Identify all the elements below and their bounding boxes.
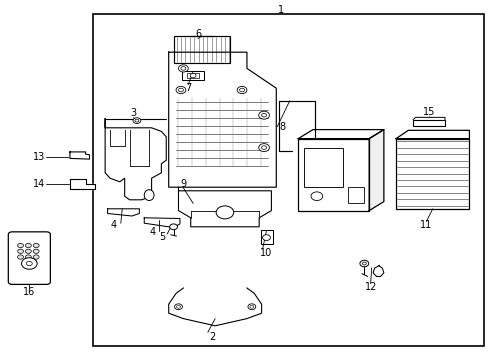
Bar bbox=[93, 14, 483, 346]
Text: 1: 1 bbox=[278, 5, 284, 15]
Circle shape bbox=[18, 243, 23, 248]
Circle shape bbox=[359, 260, 368, 267]
Circle shape bbox=[178, 88, 183, 92]
Bar bbox=[298, 139, 368, 211]
Bar bbox=[187, 73, 199, 78]
Circle shape bbox=[310, 192, 322, 201]
Circle shape bbox=[261, 146, 266, 149]
Circle shape bbox=[178, 65, 188, 72]
Circle shape bbox=[18, 249, 23, 253]
Text: 13: 13 bbox=[33, 152, 45, 162]
Circle shape bbox=[135, 119, 139, 122]
Circle shape bbox=[362, 262, 366, 265]
Bar bbox=[395, 139, 468, 209]
Circle shape bbox=[33, 249, 39, 253]
Text: 12: 12 bbox=[364, 282, 376, 292]
Text: 9: 9 bbox=[180, 179, 186, 189]
Bar bbox=[182, 71, 203, 80]
Circle shape bbox=[25, 243, 31, 248]
Polygon shape bbox=[368, 130, 383, 211]
Bar bbox=[412, 120, 444, 126]
Circle shape bbox=[18, 255, 23, 259]
Circle shape bbox=[25, 249, 31, 253]
Circle shape bbox=[258, 144, 269, 152]
Text: 4: 4 bbox=[110, 220, 116, 230]
Text: 14: 14 bbox=[33, 179, 45, 189]
Circle shape bbox=[237, 86, 246, 94]
Circle shape bbox=[21, 258, 37, 269]
Circle shape bbox=[174, 304, 182, 310]
Circle shape bbox=[258, 111, 269, 119]
Text: 6: 6 bbox=[195, 29, 201, 39]
Polygon shape bbox=[70, 152, 89, 159]
Circle shape bbox=[33, 255, 39, 259]
Circle shape bbox=[249, 305, 253, 308]
Polygon shape bbox=[395, 130, 468, 139]
Bar bbox=[173, 36, 229, 63]
Text: 3: 3 bbox=[130, 108, 136, 118]
Circle shape bbox=[169, 224, 177, 230]
Bar bbox=[304, 148, 343, 187]
Polygon shape bbox=[372, 266, 383, 276]
Text: 16: 16 bbox=[23, 287, 36, 297]
Bar bbox=[347, 187, 363, 203]
Circle shape bbox=[216, 206, 233, 219]
Polygon shape bbox=[298, 130, 383, 139]
Circle shape bbox=[181, 67, 185, 70]
Text: 5: 5 bbox=[159, 232, 165, 242]
Text: 10: 10 bbox=[260, 248, 272, 258]
FancyBboxPatch shape bbox=[8, 232, 50, 284]
Circle shape bbox=[261, 113, 266, 117]
Circle shape bbox=[25, 255, 31, 259]
Polygon shape bbox=[70, 179, 95, 189]
Text: 4: 4 bbox=[150, 227, 156, 237]
Text: 8: 8 bbox=[279, 122, 285, 132]
Text: 11: 11 bbox=[419, 220, 432, 230]
Bar bbox=[260, 230, 272, 244]
Circle shape bbox=[262, 235, 270, 240]
Text: 15: 15 bbox=[422, 107, 435, 117]
Polygon shape bbox=[412, 117, 444, 120]
Circle shape bbox=[247, 304, 255, 310]
Text: 2: 2 bbox=[209, 332, 215, 342]
Ellipse shape bbox=[144, 190, 154, 201]
Circle shape bbox=[133, 118, 141, 123]
Circle shape bbox=[239, 88, 244, 92]
Circle shape bbox=[176, 305, 180, 308]
Circle shape bbox=[190, 73, 196, 78]
Text: 7: 7 bbox=[185, 83, 191, 93]
Circle shape bbox=[26, 261, 32, 266]
Circle shape bbox=[33, 243, 39, 248]
Circle shape bbox=[176, 86, 185, 94]
